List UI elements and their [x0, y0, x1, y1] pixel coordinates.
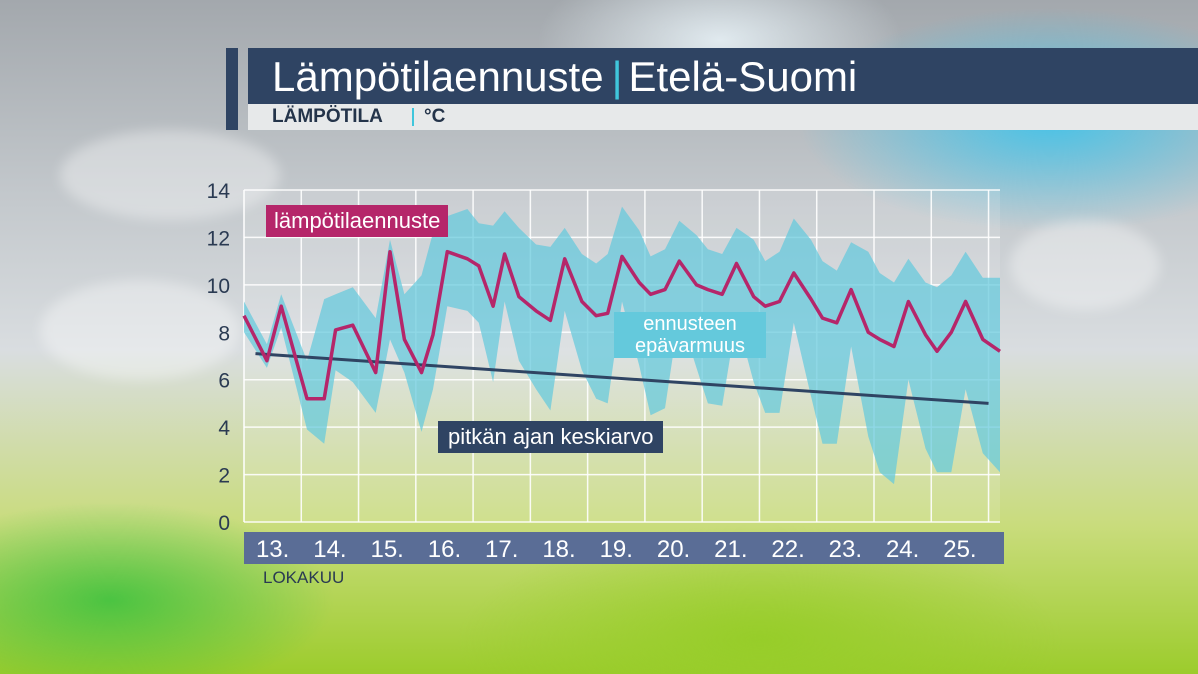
cloud-decoration — [40, 280, 240, 380]
legend-forecast: lämpötilaennuste — [266, 205, 449, 237]
y-tick-label: 4 — [218, 417, 230, 440]
page-title: Lämpötilaennuste | Etelä-Suomi — [272, 51, 857, 103]
x-tick-label: 21. — [714, 536, 747, 563]
legend-uncertainty: ennusteen epävarmuus — [614, 312, 766, 358]
y-tick-label: 14 — [207, 180, 231, 203]
forecast-line — [242, 249, 1001, 401]
x-tick-label: 25. — [943, 536, 976, 563]
x-tick-label: 19. — [600, 536, 633, 563]
x-tick-label: 18. — [542, 536, 575, 563]
x-tick-label: 14. — [313, 536, 346, 563]
title-bar — [248, 48, 1198, 104]
unit-label: °C — [424, 106, 446, 127]
cloud-decoration — [1010, 220, 1160, 310]
y-tick-label: 10 — [207, 275, 230, 298]
x-tick-label: 16. — [428, 536, 461, 563]
y-tick-label: 0 — [218, 512, 230, 535]
x-tick-label: 24. — [886, 536, 919, 563]
legend-average: pitkän ajan keskiarvo — [438, 421, 664, 453]
title-accent-bar — [226, 48, 238, 130]
subtitle-separator — [412, 108, 414, 126]
x-tick-label: 13. — [256, 536, 289, 563]
x-tick-label: 22. — [771, 536, 804, 563]
title-region: Etelä-Suomi — [628, 53, 858, 100]
y-tick-label: 8 — [218, 322, 230, 345]
x-tick-label: 23. — [829, 536, 862, 563]
uncertainty-band — [244, 206, 1000, 485]
y-tick-label: 12 — [207, 227, 230, 250]
quantity-label: LÄMPÖTILA — [272, 106, 383, 127]
x-axis-bar — [244, 532, 1004, 564]
legend-uncertainty-line1: ennusteen — [643, 313, 737, 335]
x-tick-label: 17. — [485, 536, 518, 563]
x-tick-label: 15. — [370, 536, 403, 563]
x-tick-label: 20. — [657, 536, 690, 563]
y-tick-label: 6 — [218, 370, 230, 393]
title-main: Lämpötilaennuste — [272, 53, 604, 100]
y-tick-label: 2 — [218, 465, 230, 488]
legend-uncertainty-line2: epävarmuus — [634, 335, 746, 357]
subtitle-bar — [248, 104, 1198, 130]
title-separator: | — [611, 53, 623, 100]
month-label: LOKAKUU — [263, 568, 345, 587]
